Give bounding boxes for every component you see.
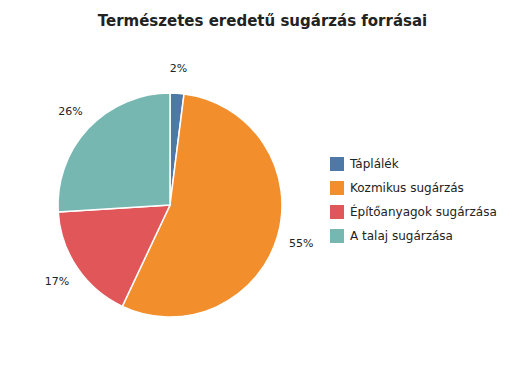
legend-swatch bbox=[330, 205, 344, 219]
pie bbox=[58, 93, 282, 317]
chart-title: Természetes eredetű sugárzás forrásai bbox=[98, 12, 427, 30]
legend-swatch bbox=[330, 157, 344, 171]
legend-label: Kozmikus sugárzás bbox=[350, 181, 464, 195]
data-label: 55% bbox=[289, 237, 313, 250]
legend-item: Építőanyagok sugárzása bbox=[330, 204, 497, 219]
legend-swatch bbox=[330, 229, 344, 243]
legend-label: Építőanyagok sugárzása bbox=[350, 204, 497, 219]
legend-item: Táplálék bbox=[330, 157, 399, 171]
pie-slice bbox=[58, 205, 170, 306]
legend-label: Táplálék bbox=[349, 157, 399, 171]
pie-slice bbox=[58, 93, 170, 212]
data-label: 26% bbox=[58, 105, 82, 118]
legend-label: A talaj sugárzása bbox=[350, 229, 453, 243]
data-labels: 2% 55% 17% 26% bbox=[45, 62, 314, 288]
legend-swatch bbox=[330, 181, 344, 195]
legend: Táplálék Kozmikus sugárzás Építőanyagok su… bbox=[330, 157, 497, 243]
data-label: 2% bbox=[170, 62, 187, 75]
legend-item: A talaj sugárzása bbox=[330, 229, 453, 243]
chart: Természetes eredetű sugárzás forrásai 2% 5… bbox=[0, 0, 525, 369]
data-label: 17% bbox=[45, 275, 69, 288]
legend-item: Kozmikus sugárzás bbox=[330, 181, 464, 195]
